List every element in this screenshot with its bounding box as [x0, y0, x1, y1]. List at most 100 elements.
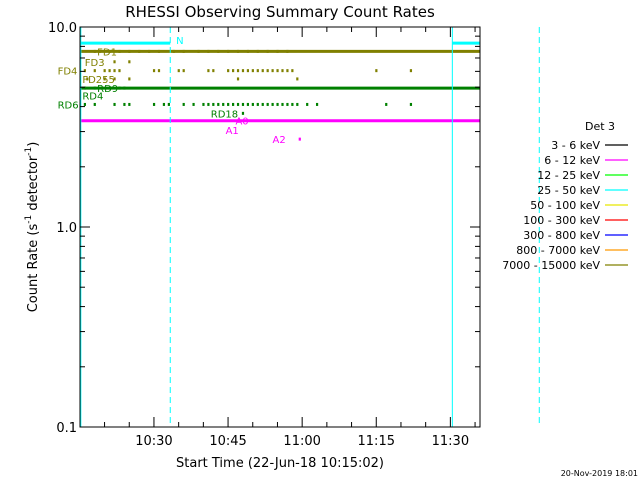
flag-mark	[385, 102, 388, 106]
legend-entry-label: 100 - 300 keV	[523, 214, 600, 227]
flag-mark	[93, 86, 96, 90]
flag-mark	[217, 102, 220, 106]
flag-mark	[227, 49, 230, 53]
legend-entry-label: 300 - 800 keV	[523, 229, 600, 242]
x-tick-label: 11:00	[283, 434, 320, 449]
flag-mark	[256, 49, 259, 53]
flag-label: RD4	[82, 91, 103, 102]
legend: Det 3 3 - 6 keV 6 - 12 keV 12 - 25 keV 25 - …	[502, 120, 628, 272]
flag-mark	[128, 49, 131, 53]
flag-mark	[108, 86, 111, 90]
flag-label: A1	[226, 126, 239, 137]
flag-mark	[138, 49, 141, 53]
flag-label: A0	[235, 117, 248, 128]
flag-mark	[251, 69, 254, 73]
chart-title: RHESSI Observing Summary Count Rates	[125, 3, 435, 21]
flag-label: FD255	[82, 75, 115, 86]
flag-mark	[93, 102, 96, 106]
flag-mark	[83, 86, 86, 90]
flag-mark	[266, 102, 269, 106]
flag-mark	[315, 102, 319, 106]
flag-mark	[113, 102, 116, 106]
flag-mark	[236, 77, 240, 81]
flag-mark	[286, 69, 289, 73]
flag-mark	[375, 69, 378, 73]
legend-entry-label: 7000 - 15000 keV	[502, 259, 600, 272]
flag-mark	[212, 69, 215, 73]
x-tick-label: 11:30	[432, 434, 469, 449]
legend-entry-label: 3 - 6 keV	[551, 139, 600, 152]
flag-mark	[227, 102, 230, 106]
x-tick-label: 11:15	[358, 434, 395, 449]
flag-mark	[113, 60, 116, 64]
flag-mark	[409, 102, 413, 106]
flag-mark	[108, 49, 111, 53]
flag-label: RD6	[58, 100, 79, 111]
legend-title: Det 3	[585, 120, 615, 133]
legend-entry-label: 12 - 25 keV	[537, 169, 600, 182]
flag-mark	[128, 60, 131, 64]
y-tick-label: 10.0	[48, 21, 77, 36]
flag-mark	[108, 69, 111, 73]
flag-mark	[236, 49, 240, 53]
flag-mark	[83, 102, 86, 106]
flag-mark	[128, 77, 131, 81]
flag-mark	[271, 102, 274, 106]
flag-label: RD9	[97, 84, 118, 95]
flag-mark	[152, 69, 156, 73]
flag-mark	[152, 102, 156, 106]
flag-mark	[123, 86, 126, 90]
y-axis-label: Count Rate (s-1 detector-1)	[24, 142, 41, 313]
flag-mark	[246, 49, 250, 53]
flag-label: FD3	[85, 58, 105, 69]
flag-mark	[271, 69, 274, 73]
flag-mark	[409, 69, 413, 73]
flag-mark	[306, 102, 309, 106]
flag-mark	[291, 69, 294, 73]
flag-mark	[217, 49, 220, 53]
flag-mark	[256, 69, 259, 73]
legend-entry-label: 50 - 100 keV	[530, 199, 600, 212]
flag-mark	[266, 49, 269, 53]
flag-mark	[298, 137, 301, 141]
flag-mark	[281, 69, 284, 73]
flag-mark	[157, 69, 161, 73]
flag-mark	[266, 69, 269, 73]
flag-mark	[222, 102, 225, 106]
flag-mark	[276, 102, 279, 106]
flag-mark	[296, 102, 299, 106]
flag-mark	[251, 102, 254, 106]
flag-label: N	[176, 36, 183, 47]
flag-label: RD18	[211, 109, 238, 120]
flag-mark	[286, 49, 289, 53]
flag-mark	[261, 102, 264, 106]
x-tick-label: 10:45	[209, 434, 246, 449]
flag-mark	[241, 102, 245, 106]
flag-mark	[113, 77, 116, 81]
flag-mark	[246, 69, 250, 73]
flag-mark	[202, 102, 205, 106]
flag-mark	[83, 69, 86, 73]
flag-mark	[93, 69, 96, 73]
flag-mark	[241, 69, 245, 73]
flag-label: A2	[273, 135, 286, 146]
flag-mark	[192, 102, 195, 106]
axes-layer: 0.1 1.0 10.0 10:30 10:45 11:00 11:15 11:30	[48, 21, 480, 449]
flag-mark	[118, 86, 121, 90]
flag-mark	[167, 102, 170, 106]
flag-mark	[227, 69, 230, 73]
flag-mark	[296, 77, 299, 81]
legend-entry-label: 800 - 7000 keV	[516, 244, 600, 257]
y-tick-label: 0.1	[56, 421, 77, 436]
flag-mark	[172, 49, 175, 53]
footer-timestamp: 20-Nov-2019 18:01	[561, 469, 638, 478]
y-axis-label-sup1: -1	[24, 215, 34, 224]
flag-mark	[177, 69, 180, 73]
flag-mark	[256, 102, 259, 106]
flag-label: FD4	[58, 67, 78, 78]
flag-mark	[276, 49, 279, 53]
flag-mark	[231, 69, 235, 73]
y-axis-label-sup2: -1	[24, 147, 34, 156]
flag-mark	[86, 77, 89, 81]
